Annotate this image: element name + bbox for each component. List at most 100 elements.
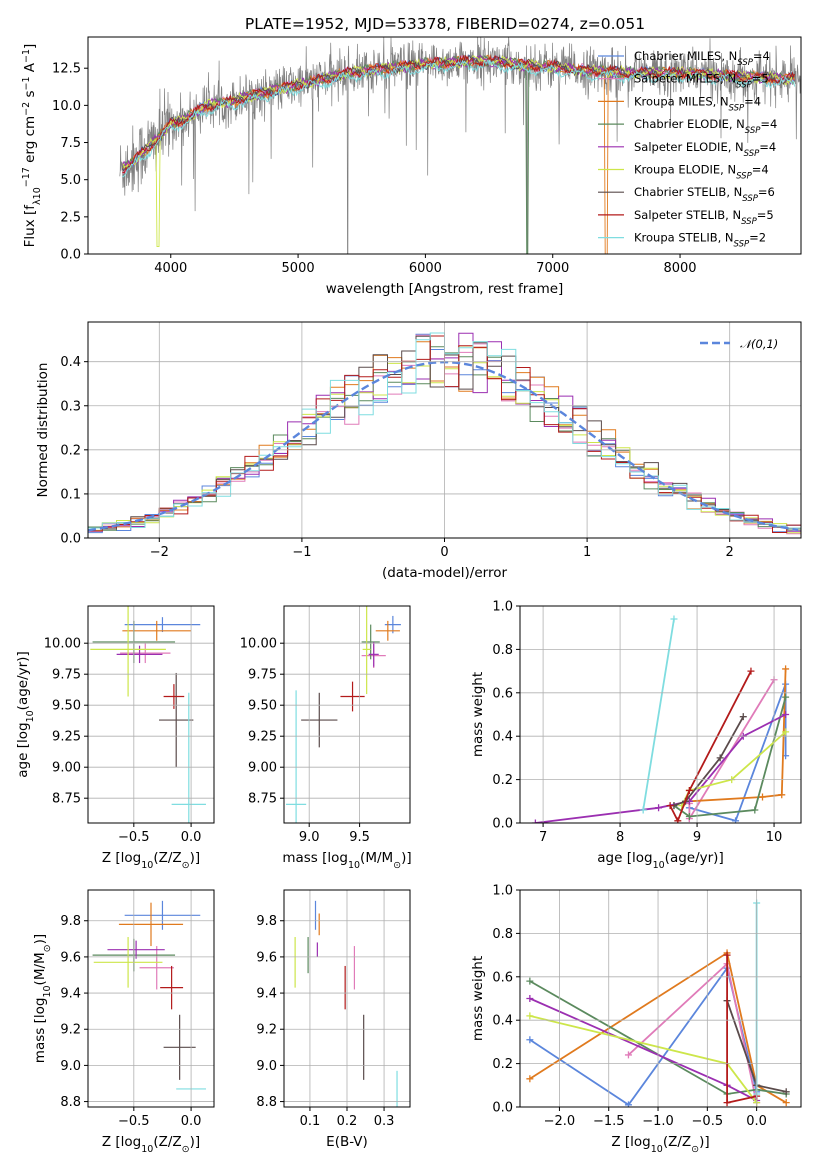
x-axis-label: E(B-V)	[326, 1134, 368, 1150]
figure-title: PLATE=1952, MJD=53378, FIBERID=0274, z=0…	[245, 15, 645, 33]
mass-weight-marker-4	[531, 819, 539, 823]
mass-weight-line-7	[669, 670, 752, 823]
plot-area	[294, 900, 398, 1107]
x-tick-label: 9	[693, 830, 701, 845]
y-tick-label: 0.4	[492, 1014, 513, 1029]
axes-frame	[519, 605, 802, 824]
plot-area	[92, 900, 206, 1090]
mass-weight-marker-7	[666, 802, 674, 810]
y-tick-label: 0.2	[492, 773, 513, 788]
x-tick-label: 0.2	[337, 1114, 358, 1129]
y-tick-label: 0.0	[60, 248, 81, 263]
x-tick-label: −2	[150, 545, 169, 560]
plot-area	[119, 37, 801, 254]
y-tick-label: 9.2	[60, 1023, 81, 1038]
mass-weight-marker-4	[782, 711, 790, 718]
mass-weight-line-1	[627, 962, 758, 1103]
mass-weight-marker-4	[655, 804, 663, 812]
y-tick-label: 9.4	[60, 987, 81, 1002]
y-tick-label: 7.5	[60, 136, 81, 151]
y-tick-label: 0.4	[492, 730, 513, 745]
y-tick-label: 9.25	[52, 730, 81, 745]
y-axis-label: age [log10(age/yr)]	[15, 651, 36, 777]
x-tick-label: 7000	[536, 261, 569, 276]
axes-frame	[519, 889, 802, 1108]
x-tick-label: 0.1	[300, 1114, 321, 1129]
legend-label: Salpeter STELIB, NSSP=5	[634, 208, 774, 227]
mass-weight-marker-3	[782, 693, 790, 701]
legend-label: Kroupa ELODIE, NSSP=4	[634, 163, 769, 182]
x-tick-label: −0.5	[692, 1114, 724, 1129]
x-axis-label: age [log10(age/yr)]	[597, 850, 723, 871]
mass-weight-line-2	[529, 951, 787, 1104]
y-tick-label: 9.75	[248, 668, 277, 683]
mass-vs-extinction-panel: 0.1 0.2 0.3 8.8 9.0 9.2 9.4 9.6 9.8 E(B-V)	[256, 889, 411, 1150]
axes-frame	[283, 605, 411, 824]
x-tick-label: 9.5	[349, 830, 370, 845]
plot-area	[286, 606, 401, 823]
y-tick-label: 5.0	[60, 173, 81, 188]
y-tick-label: 0.2	[492, 1057, 513, 1072]
y-tick-label: 0.0	[492, 1101, 513, 1116]
y-tick-label: 0.0	[492, 817, 513, 832]
mass-weight-line-8	[642, 618, 675, 811]
x-tick-label: 8000	[663, 261, 696, 276]
x-axis-label: mass [log10(M/M⊙)]	[282, 850, 411, 871]
y-tick-label: 9.4	[256, 987, 277, 1002]
y-tick-label: 9.00	[248, 761, 277, 776]
y-tick-label: 9.6	[60, 950, 81, 965]
mass-weight-marker-2	[782, 665, 790, 673]
mass-weight-marker-2	[759, 793, 767, 801]
legend-label: 𝒩(0,1)	[740, 337, 778, 351]
histogram-step-8	[88, 332, 801, 529]
mass-weight-marker-7	[723, 951, 731, 959]
y-tick-label: 8.75	[248, 792, 277, 807]
x-axis-label: Z [log10(Z/Z⊙)]	[102, 1134, 200, 1155]
y-tick-label: 10.00	[240, 637, 277, 652]
mass-weight-marker-7	[685, 786, 693, 794]
x-tick-label: −1.5	[593, 1114, 625, 1129]
y-tick-label: 0.1	[60, 487, 81, 502]
mass-weight-marker-0	[526, 1036, 534, 1044]
x-axis-label: (data-model)/error	[382, 565, 508, 581]
mass-weight-line-3	[529, 980, 787, 1095]
x-tick-label: −0.5	[118, 830, 150, 845]
y-tick-label: 0.3	[60, 399, 81, 414]
y-tick-label: 9.6	[256, 950, 277, 965]
mass-weight-marker-6	[782, 1088, 790, 1096]
model-spectrum-line-5	[122, 55, 795, 248]
y-tick-label: 12.5	[52, 62, 81, 77]
x-tick-label: −1	[292, 545, 311, 560]
x-tick-label: 0.0	[181, 1114, 202, 1129]
x-tick-label: 0.3	[374, 1114, 395, 1129]
y-tick-label: 10.00	[44, 637, 81, 652]
mass-vs-metallicity-panel: −0.5 0.0 8.8 9.0 9.2 9.4 9.6 9.8 Z [log10(Z/Z⊙)]…	[32, 889, 215, 1155]
y-tick-label: 0.2	[60, 443, 81, 458]
mass-weight-marker-0	[732, 817, 740, 823]
mass-weight-marker-3	[526, 977, 534, 985]
x-tick-label: 1	[583, 545, 591, 560]
mass-weight-line-5	[529, 1015, 758, 1104]
weight-vs-age-panel: 7 8 9 10 0.0 0.2 0.4 0.6 0.8 1.0 age [log10(age/yr…	[470, 600, 802, 871]
x-tick-label: 9.0	[299, 830, 320, 845]
legend-label: Chabrier STELIB, NSSP=6	[634, 185, 775, 204]
weight-vs-metallicity-panel: −2.0 −1.5 −1.0 −0.5 0.0 0.0 0.2 0.4 0.6 0.8 1.0 Z […	[470, 884, 802, 1155]
age-vs-mass-panel: 9.0 9.5 8.75 9.00 9.25 9.50 9.75 10.00 mass [log…	[240, 605, 412, 871]
y-axis-label: Normed distribution	[35, 363, 51, 498]
x-tick-label: −0.5	[118, 1114, 150, 1129]
y-tick-label: 0.6	[492, 686, 513, 701]
y-tick-label: 9.75	[52, 668, 81, 683]
axes-frame	[87, 889, 215, 1108]
model-spectrum-line-4	[121, 54, 795, 167]
x-tick-label: 6000	[409, 261, 442, 276]
y-axis-label: Flux [fλ10−17 erg cm−2 s−1 A−1]	[21, 44, 43, 248]
y-tick-label: 9.50	[52, 699, 81, 714]
y-axis-label: mass weight	[470, 956, 486, 1041]
y-tick-label: 9.0	[256, 1059, 277, 1074]
y-axis-label: mass [log10(M/M⊙)]	[32, 934, 53, 1063]
y-tick-label: 9.50	[248, 699, 277, 714]
y-tick-label: 8.8	[256, 1095, 277, 1110]
mass-weight-marker-7	[747, 667, 755, 675]
y-tick-label: 8.75	[52, 792, 81, 807]
